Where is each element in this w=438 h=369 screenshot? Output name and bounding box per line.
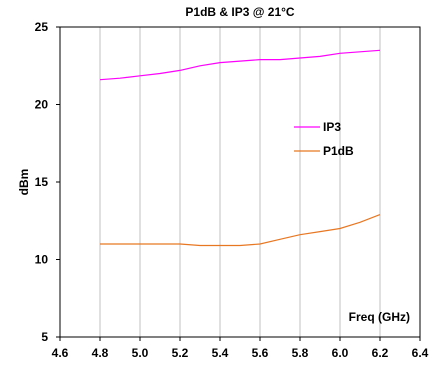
series-line-p1db <box>100 214 381 247</box>
chart-title: P1dB & IP3 @ 21°C <box>185 5 295 19</box>
x-tick-label: 5.0 <box>132 346 149 360</box>
y-axis-label: dBm <box>17 169 31 196</box>
legend: IP3 P1dB <box>294 120 354 158</box>
x-tick-label: 4.6 <box>52 346 69 360</box>
plot-frame <box>59 26 421 338</box>
series-line-ip3 <box>99 49 381 81</box>
y-tick-label: 5 <box>41 330 48 344</box>
grid <box>59 27 421 341</box>
y-tick-label: 25 <box>35 20 49 34</box>
legend-label-p1db: P1dB <box>323 144 354 158</box>
y-tick-label: 20 <box>35 98 49 112</box>
series-layer <box>99 49 381 247</box>
x-tick-labels: 4.6 4.8 5.0 5.2 5.4 5.6 5.8 6.0 6.2 6.4 <box>52 346 429 360</box>
x-tick-label: 5.4 <box>212 346 229 360</box>
x-tick-label: 6.4 <box>412 346 429 360</box>
y-tick-label: 15 <box>35 175 49 189</box>
x-tick-label: 5.8 <box>292 346 309 360</box>
x-tick-label: 4.8 <box>92 346 109 360</box>
x-tick-label: 6.2 <box>372 346 389 360</box>
x-axis-label: Freq (GHz) <box>349 310 410 324</box>
y-tick-labels: 5 10 15 20 25 <box>35 20 60 344</box>
x-tick-label: 6.0 <box>332 346 349 360</box>
legend-label-ip3: IP3 <box>323 120 341 134</box>
x-tick-label: 5.2 <box>172 346 189 360</box>
x-tick-label: 5.6 <box>252 346 269 360</box>
y-tick-label: 10 <box>35 253 49 267</box>
